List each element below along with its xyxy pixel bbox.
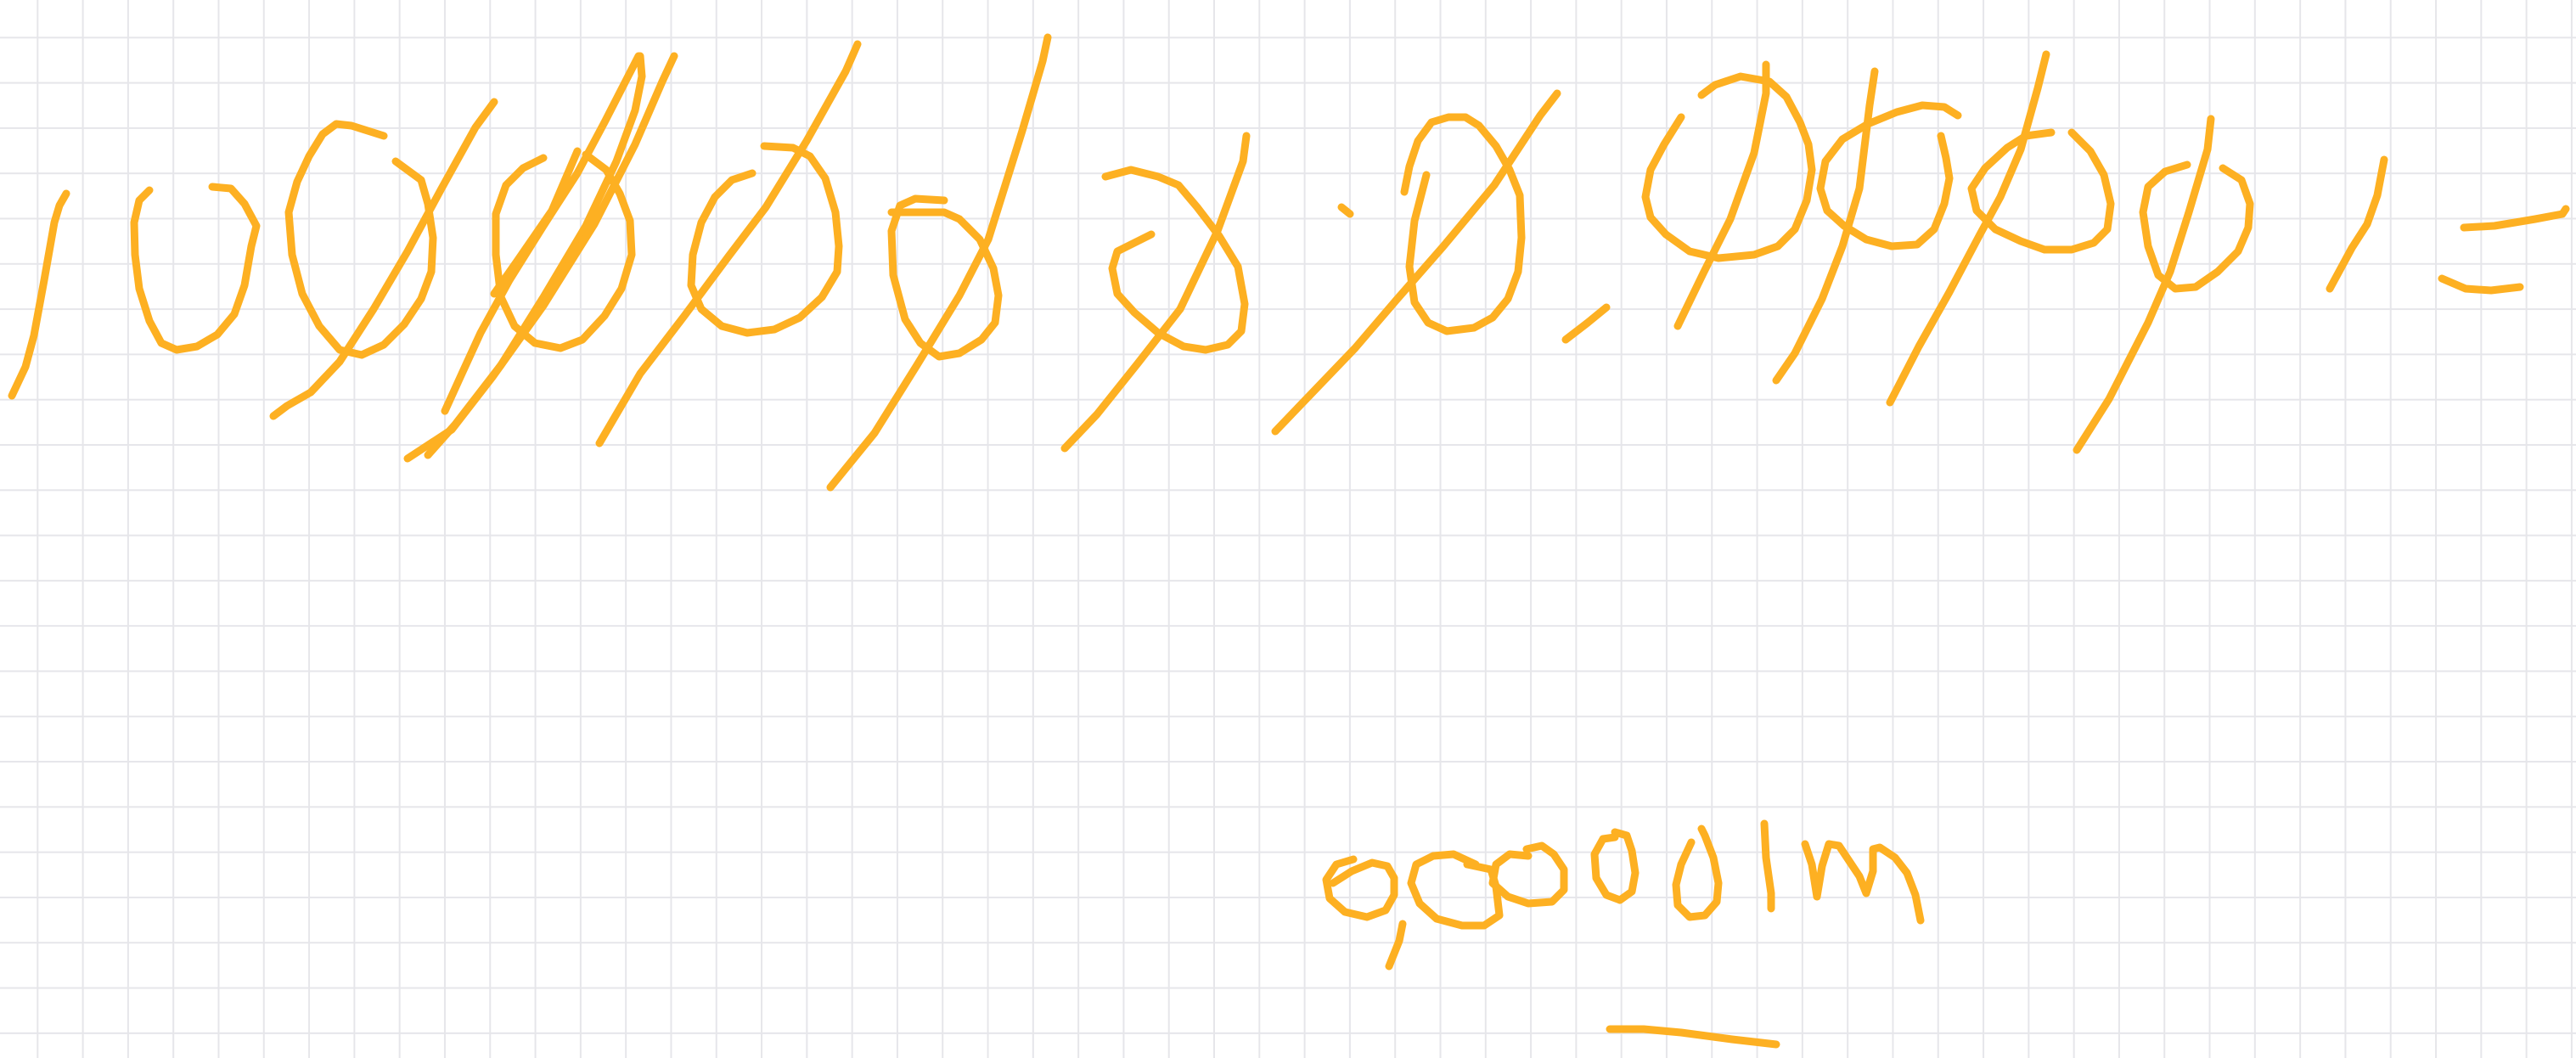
stroke-slash-0-f xyxy=(1060,132,1251,453)
stroke-b-digit-0-d xyxy=(1590,828,1640,904)
stroke-digit-0-f xyxy=(1101,166,1249,354)
stroke-slash-0-k xyxy=(2073,115,2215,454)
stroke-decimal-point xyxy=(1561,303,1611,344)
stroke-digit-0-j xyxy=(1967,128,2115,254)
stroke-digit-0-d xyxy=(687,142,843,337)
stroke-digit-0-c xyxy=(492,150,636,352)
stroke-b-digit-0-b xyxy=(1407,850,1504,930)
stroke-slash-0-j xyxy=(1886,50,2050,407)
stroke-digit-1-b xyxy=(2326,155,2388,293)
stroke-b-underline xyxy=(1606,1025,1780,1049)
stroke-digit-0-g xyxy=(1400,113,1526,335)
stroke-slash-0-e xyxy=(826,33,1052,492)
stroke-digit-0-b xyxy=(284,120,437,359)
stroke-digit-0-k xyxy=(2139,160,2254,293)
stroke-digit-0-i xyxy=(1816,101,1962,250)
stroke-slash-0-c2 xyxy=(403,52,678,463)
stroke-slash-0-i xyxy=(1772,67,1879,385)
stroke-equals-bottom xyxy=(2438,274,2524,295)
stroke-digit-0-h xyxy=(1641,72,1816,262)
stroke-b-digit-0-a xyxy=(1322,855,1398,921)
stroke-digit-1 xyxy=(8,189,70,400)
stroke-slash-0-b xyxy=(269,98,498,420)
stroke-equals-top xyxy=(2460,205,2570,232)
handwritten-expression-top xyxy=(8,33,2570,492)
stroke-slash-0-c3 xyxy=(441,52,643,415)
stroke-b-digit-1 xyxy=(1760,819,1775,913)
stroke-digit-0-a xyxy=(130,183,261,354)
stroke-slash-0-h xyxy=(1673,60,1770,330)
stroke-slash-0-g xyxy=(1271,89,1561,436)
stroke-b-letter-m xyxy=(1801,840,1925,925)
handwritten-expression-bottom xyxy=(1322,819,1925,1049)
stroke-slash-0-c4 xyxy=(490,147,582,298)
stroke-b-comma xyxy=(1385,920,1407,971)
stroke-slash-0-d xyxy=(595,40,862,447)
stroke-divide-dot xyxy=(1337,203,1354,218)
stroke-digit-0-e xyxy=(887,194,1003,361)
stroke-b-digit-0-e xyxy=(1672,824,1723,921)
stroke-b-digit-0-c xyxy=(1488,841,1568,908)
